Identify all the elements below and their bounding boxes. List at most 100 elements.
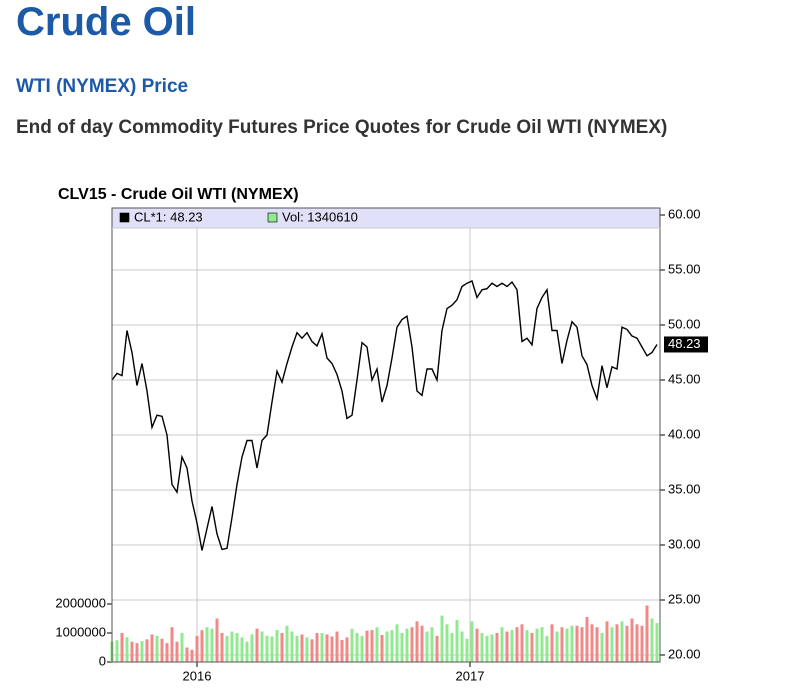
volume-bar [400,633,404,662]
volume-bar [265,635,269,662]
volume-bar [570,625,574,662]
volume-bar [115,640,119,662]
volume-bar [600,633,604,662]
volume-bar [185,647,189,662]
y2-tick-label: 45.00 [668,371,701,386]
volume-bar [355,633,359,662]
page-title: Crude Oil [16,0,197,44]
volume-bar [275,630,279,662]
volume-bar [470,621,474,662]
volume-bar [455,619,459,662]
volume-bar [630,618,634,662]
legend-swatch [267,212,278,223]
volume-bar [535,628,539,662]
volume-bar [480,633,484,662]
volume-bar [410,627,414,662]
volume-bar [290,631,294,662]
volume-bar [170,627,174,662]
volume-bar [495,633,499,662]
volume-bar [530,633,534,662]
volume-bar [195,635,199,662]
volume-bar [340,639,344,662]
y-tick-label: 2000000 [55,595,106,610]
volume-bar [365,630,369,662]
volume-bar [560,627,564,662]
volume-bar [605,621,609,662]
legend-label: CL*1: 48.23 [134,209,203,224]
volume-bar [555,631,559,662]
volume-bar [305,637,309,662]
volume-bar [145,639,149,662]
volume-bar [345,637,349,662]
volume-bar [390,630,394,662]
x-tick-label: 2017 [456,668,485,683]
volume-bar [550,624,554,662]
volume-bar [475,628,479,662]
volume-bar [585,617,589,662]
volume-bar [510,630,514,662]
page-description: End of day Commodity Futures Price Quote… [16,117,668,138]
volume-bar [310,639,314,662]
y2-tick-label: 25.00 [668,591,701,606]
volume-bar [300,634,304,662]
volume-bar [430,627,434,662]
y2-tick-label: 30.00 [668,536,701,551]
volume-bar [625,625,629,662]
volume-bar [380,635,384,662]
price-line [111,280,658,551]
volume-bar [635,624,639,662]
volume-bar [250,634,254,662]
y-tick-label: 0 [99,653,106,668]
volume-bar [120,633,124,662]
volume-bar [420,625,424,662]
volume-bar [435,635,439,662]
volume-bar [655,623,659,662]
volume-bar [385,631,389,662]
y2-tick-label: 20.00 [668,646,701,661]
volume-bar [615,624,619,662]
x-tick-label: 2016 [183,668,212,683]
volume-bar [440,615,444,662]
volume-bar [160,638,164,662]
volume-bar [135,643,139,662]
volume-bar [245,641,249,662]
volume-bar [565,628,569,662]
volume-bar [620,621,624,662]
volume-bar [205,627,209,662]
volume-bar [190,649,194,662]
volume-bar [370,630,374,662]
volume-bar [215,618,219,662]
volume-bar [505,631,509,662]
volume-bar [500,627,504,662]
page-subtitle: WTI (NYMEX) Price [16,76,189,97]
y2-tick-label: 35.00 [668,481,701,496]
legend-band [112,208,660,228]
volume-bar [465,638,469,662]
volume-bar [515,627,519,662]
last-value-tag [664,336,708,353]
volume-bar [295,635,299,662]
legend-label: Vol: 1340610 [282,209,358,224]
volume-bar [540,627,544,662]
volume-bar [180,633,184,662]
volume-bar [320,633,324,662]
volume-bar [575,625,579,662]
y2-tick-label: 55.00 [668,261,701,276]
volume-bar [580,627,584,662]
legend-swatch [119,212,130,223]
volume-bar [460,631,464,662]
volume-bar [220,633,224,662]
volume-bar [545,635,549,662]
plot-frame [111,207,661,663]
volume-bar [155,635,159,662]
last-value-label: 48.23 [668,336,701,351]
volume-bar [315,633,319,662]
volume-bar [595,627,599,662]
volume-bar [130,641,134,662]
volume-bar [485,635,489,662]
volume-bar [375,627,379,662]
volume-bar [175,641,179,662]
volume-bar [325,634,329,662]
volume-bar [445,624,449,662]
